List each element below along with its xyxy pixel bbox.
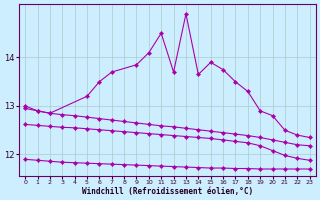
X-axis label: Windchill (Refroidissement éolien,°C): Windchill (Refroidissement éolien,°C) [82,187,253,196]
